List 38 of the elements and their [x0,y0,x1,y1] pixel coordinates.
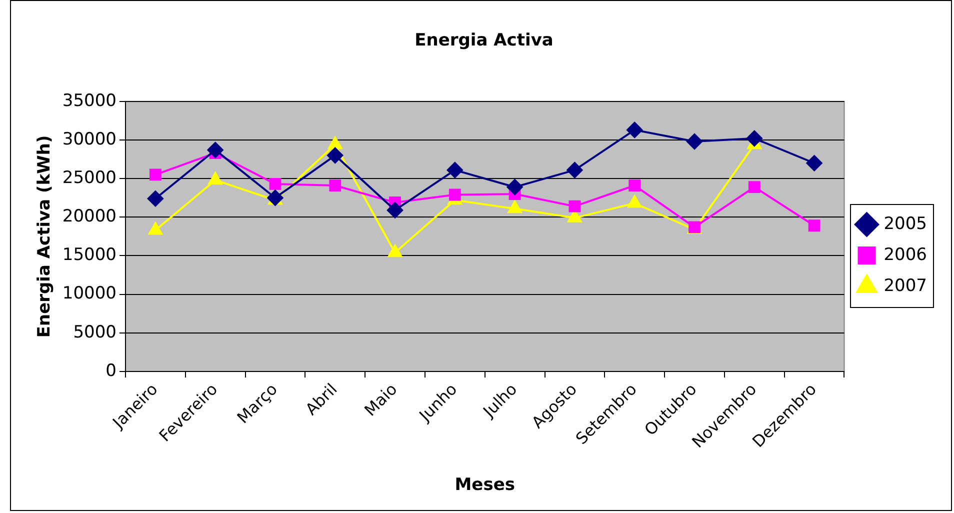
point [148,222,162,235]
point [686,134,702,150]
y-tick-label: 25000 [62,168,116,188]
point [808,220,820,232]
y-tick-label: 35000 [62,90,116,111]
point [149,168,162,181]
legend-label: 2006 [884,244,927,265]
legend-label: 2005 [884,214,927,234]
x-axis-title: Meses [454,475,515,496]
point [628,180,641,192]
point [207,142,224,158]
point [269,178,282,190]
point [208,172,222,185]
point [746,130,762,146]
y-axis-title: Energia Activa (kWh) [34,135,55,338]
point [806,155,822,172]
point [446,162,463,178]
y-tick-label: 15000 [62,245,116,266]
point [628,195,642,208]
point [626,122,643,138]
y-tick-label: 0 [106,360,116,381]
point [327,147,344,164]
y-tick-label: 20000 [62,206,116,227]
y-tick-label: 10000 [62,284,116,304]
point [147,190,164,207]
point [388,244,402,258]
point [329,180,342,192]
point [448,188,461,201]
point [387,202,404,218]
point [566,162,583,178]
y-tick-label: 30000 [62,129,116,150]
point [506,179,523,196]
y-tick-label: 5000 [73,322,116,342]
chart-title: Energia Activa [414,30,554,51]
point [508,200,522,214]
legend-label: 2007 [884,276,927,296]
point [748,181,760,193]
point [568,200,581,212]
